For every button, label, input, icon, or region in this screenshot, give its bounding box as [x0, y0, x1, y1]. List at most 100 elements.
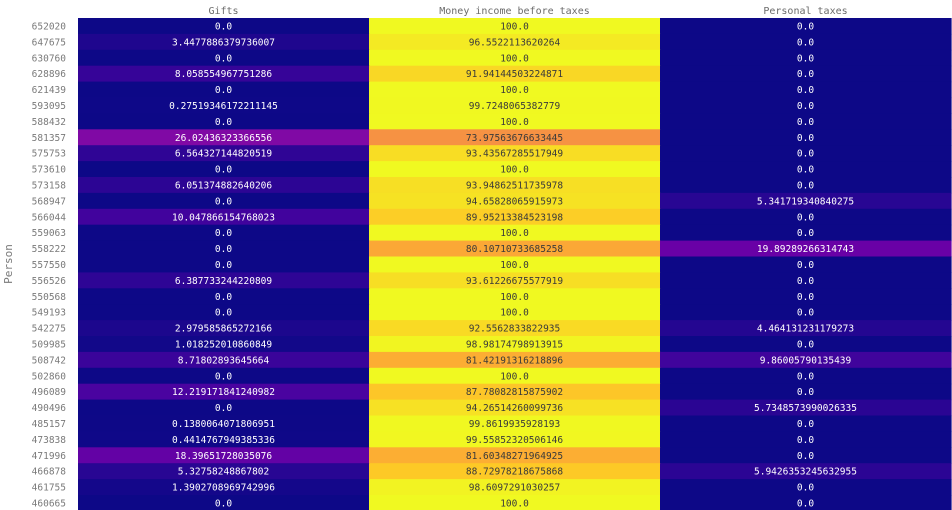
heatmap-cell — [78, 447, 370, 464]
cell-value-label: 0.27519346172211145 — [169, 101, 278, 112]
heatmap-cell — [369, 336, 661, 353]
cell-value-label: 0.0 — [797, 451, 814, 462]
heatmap-cell — [78, 145, 370, 162]
cell-value-label: 0.0 — [797, 69, 814, 80]
cell-value-label: 80.10710733685258 — [466, 244, 564, 255]
heatmap-cell — [78, 495, 370, 510]
row-label: 559063 — [32, 228, 66, 239]
cell-value-label: 100.0 — [500, 21, 529, 32]
heatmap-cell — [369, 399, 661, 417]
cell-value-label: 6.051374882640206 — [175, 180, 273, 191]
heatmap-cell — [660, 351, 952, 369]
cell-value-label: 100.0 — [500, 53, 529, 64]
cell-value-label: 8.71802893645664 — [178, 355, 270, 366]
heatmap-cell — [660, 81, 952, 99]
cell-value-label: 98.6097291030257 — [469, 483, 561, 494]
heatmap-cell — [78, 320, 370, 337]
heatmap-cell — [78, 399, 370, 417]
heatmap-cell — [78, 240, 370, 258]
row-label: 550568 — [32, 292, 67, 303]
heatmap-cell — [369, 463, 661, 480]
heatmap-cell — [660, 288, 952, 305]
heatmap-cell — [369, 224, 661, 242]
heatmap-cell — [78, 65, 370, 83]
cell-value-label: 0.0 — [215, 165, 232, 176]
cell-value-label: 99.8619935928193 — [469, 419, 561, 430]
cell-value-label: 0.0 — [797, 228, 814, 239]
heatmap-cell — [369, 288, 661, 305]
row-label: 621439 — [32, 85, 67, 96]
cell-value-label: 100.0 — [500, 498, 529, 509]
heatmap-cell — [660, 208, 952, 226]
cell-value-label: 0.0 — [797, 53, 814, 64]
heatmap-cell — [660, 240, 952, 258]
cell-value-label: 0.0 — [215, 85, 232, 96]
row-label: 628896 — [32, 69, 67, 80]
heatmap-cell — [660, 192, 952, 210]
heatmap-cell — [369, 161, 661, 178]
heatmap-cell — [660, 463, 952, 480]
heatmap-cell — [660, 224, 952, 242]
cell-value-label: 0.0 — [797, 133, 814, 144]
row-label: 556526 — [32, 276, 67, 287]
cell-value-label: 0.0 — [797, 419, 814, 430]
heatmap-cell — [78, 463, 370, 480]
cell-value-label: 5.7348573990026335 — [754, 403, 857, 414]
row-label: 485157 — [32, 419, 66, 430]
heatmap-cell — [369, 367, 661, 385]
row-label: 473838 — [32, 435, 67, 446]
heatmap-cell — [660, 447, 952, 464]
cell-value-label: 100.0 — [500, 117, 529, 128]
cell-value-label: 0.0 — [215, 196, 232, 207]
heatmap-cells: 0.0 100.0 0.0 3.4477886379736007 96.55221136… — [78, 18, 952, 510]
cell-value-label: 100.0 — [500, 308, 529, 319]
heatmap-cell — [369, 65, 661, 83]
cell-value-label: 0.0 — [215, 53, 232, 64]
column-header: Personal taxes — [763, 6, 847, 17]
cell-value-label: 0.0 — [797, 101, 814, 112]
cell-value-label: 73.97563676633445 — [466, 133, 563, 144]
heatmap-cell — [369, 240, 661, 258]
heatmap-cell — [78, 288, 370, 305]
cell-value-label: 8.058554967751286 — [175, 69, 273, 80]
cell-value-label: 26.02436323366556 — [175, 133, 273, 144]
heatmap-cell — [369, 256, 661, 273]
cell-value-label: 6.387733244220809 — [175, 276, 273, 287]
cell-value-label: 0.0 — [797, 292, 814, 303]
cell-value-label: 81.42191316218896 — [466, 355, 564, 366]
row-label: 581357 — [32, 133, 66, 144]
heatmap-cell — [660, 304, 952, 321]
cell-value-label: 0.0 — [215, 371, 232, 382]
heatmap-cell — [78, 224, 370, 242]
cell-value-label: 0.0 — [797, 276, 814, 287]
cell-value-label: 6.564327144820519 — [175, 149, 273, 160]
row-label: 557550 — [32, 260, 67, 271]
cell-value-label: 93.94862511735978 — [466, 180, 564, 191]
heatmap-cell — [78, 367, 370, 385]
cell-value-label: 98.98174798913915 — [466, 339, 563, 350]
cell-value-label: 93.43567285517949 — [466, 149, 564, 160]
heatmap-cell — [660, 256, 952, 273]
cell-value-label: 0.0 — [215, 228, 232, 239]
heatmap-cell — [660, 177, 952, 194]
row-label: 588432 — [32, 117, 66, 128]
heatmap-cell — [369, 192, 661, 210]
heatmap-cell — [78, 304, 370, 321]
cell-value-label: 19.89289266314743 — [757, 244, 854, 255]
heatmap-cell — [369, 113, 661, 130]
cell-value-label: 12.219171841240982 — [172, 387, 275, 398]
cell-value-label: 10.047866154768023 — [172, 212, 275, 223]
row-label: 509985 — [32, 339, 66, 350]
cell-value-label: 0.0 — [797, 435, 814, 446]
cell-value-label: 100.0 — [500, 165, 529, 176]
cell-value-label: 100.0 — [500, 292, 529, 303]
heatmap-cell — [369, 81, 661, 99]
cell-value-label: 0.0 — [797, 483, 814, 494]
heatmap-cell — [369, 431, 661, 448]
cell-value-label: 0.0 — [215, 21, 232, 32]
heatmap-cell — [660, 336, 952, 353]
heatmap-cell — [369, 33, 661, 51]
cell-value-label: 0.0 — [797, 37, 814, 48]
heatmap-cell — [369, 18, 661, 35]
